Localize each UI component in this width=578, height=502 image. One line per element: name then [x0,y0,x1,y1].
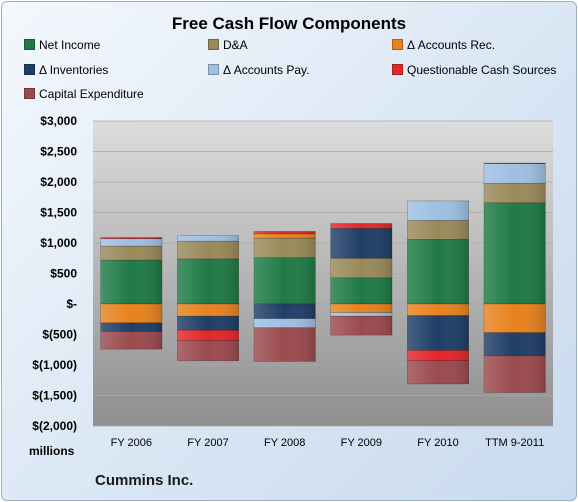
legend-swatch [24,88,35,99]
bar-shading [177,241,239,259]
bar-shading [177,330,239,341]
bar-shading [254,231,316,234]
bar-shading [254,238,316,258]
bar-shading [484,163,546,184]
bar-shading [407,304,469,316]
legend-label: Δ Accounts Rec. [407,38,496,52]
legend-swatch [24,39,35,50]
legend-label: D&A [223,38,248,52]
legend-item-accounts-pay: Δ Accounts Pay. [208,63,310,77]
legend-item-net-income: Net Income [24,38,100,52]
legend-swatch [208,64,219,75]
grid-lines [93,120,553,427]
bar-shading [330,304,392,313]
legend-swatch [392,64,403,75]
legend-swatch [24,64,35,75]
legend-item-inventories: Δ Inventories [24,63,108,77]
bar-shading [100,260,162,304]
bar-shading [254,304,316,319]
y-tick-label: $2,500 [40,145,77,159]
legend-swatch [208,39,219,50]
y-tick-label: $(2,000) [32,419,77,433]
legend-item-accounts-rec: Δ Accounts Rec. [392,38,495,52]
legend-item-questionable-cash-sources: Questionable Cash Sources [392,63,556,77]
bar-shading [407,350,469,361]
bar-shading [330,312,392,317]
bar-shading [177,258,239,304]
company-label: Cummins Inc. [95,472,194,489]
x-tick-label: FY 2009 [341,437,382,449]
y-tick-label: $3,000 [40,114,77,128]
legend-label: Net Income [39,38,101,52]
y-tick-label: $(1,500) [32,389,77,403]
x-tick-label: FY 2010 [417,437,458,449]
bar-shading [484,332,546,356]
bar-shading [100,304,162,323]
bar-shading [177,235,239,242]
legend-label: Capital Expenditure [39,87,144,101]
y-tick-label: $(500) [42,328,77,342]
bar-shading [254,233,316,239]
legend-item-d-a: D&A [208,38,248,52]
legend-label: Questionable Cash Sources [407,63,557,77]
legend-label: Δ Inventories [39,63,109,77]
bar-shading [254,327,316,362]
bar-shading [407,360,469,384]
bars [100,162,546,393]
bar-shading [100,322,162,332]
y-axis: $3,000 $2,500 $2,000 $1,500 $1,000 $500 $- $(50… [32,114,77,433]
x-tick-label: FY 2006 [111,437,152,449]
chart-title: Free Cash Flow Components [171,14,407,33]
bar-shading [330,277,392,304]
bar-shading [254,318,316,328]
legend-label: Δ Accounts Pay. [223,63,310,77]
bar-shading [330,228,392,259]
y-tick-label: $500 [50,267,77,281]
y-tick-label: $2,000 [40,175,77,189]
bar-shading [330,316,392,336]
bar-shading [177,340,239,361]
bar-shading [407,220,469,240]
x-axis: FY 2006 FY 2007 FY 2008 FY 2009 FY 2010 TTM 9… [111,437,545,449]
bar-shading [100,246,162,261]
units-label: millions [29,444,75,458]
bar-shading [484,304,546,333]
bar-shading [484,202,546,304]
bar-shading [177,316,239,331]
x-tick-label: FY 2007 [187,437,228,449]
bar-shading [100,238,162,247]
legend-swatch [392,39,403,50]
bar-shading [100,331,162,350]
bar-shading [484,163,546,164]
bar-shading [100,237,162,239]
bar-shading [177,304,239,317]
legend-item-capital-expenditure: Capital Expenditure [24,87,144,101]
bar-shading [407,315,469,351]
bar-shading [407,200,469,221]
y-tick-label: $(1,000) [32,358,77,372]
x-tick-label: FY 2008 [264,437,305,449]
bar-shading [254,257,316,304]
x-tick-label: TTM 9-2011 [485,437,544,449]
bar-shading [330,223,392,229]
bar-shading [330,258,392,278]
y-tick-label: $- [66,297,77,311]
bar-shading [484,183,546,203]
bar-shading [407,239,469,304]
bar-shading [484,355,546,393]
y-tick-label: $1,500 [40,206,77,220]
y-tick-label: $1,000 [40,236,77,250]
